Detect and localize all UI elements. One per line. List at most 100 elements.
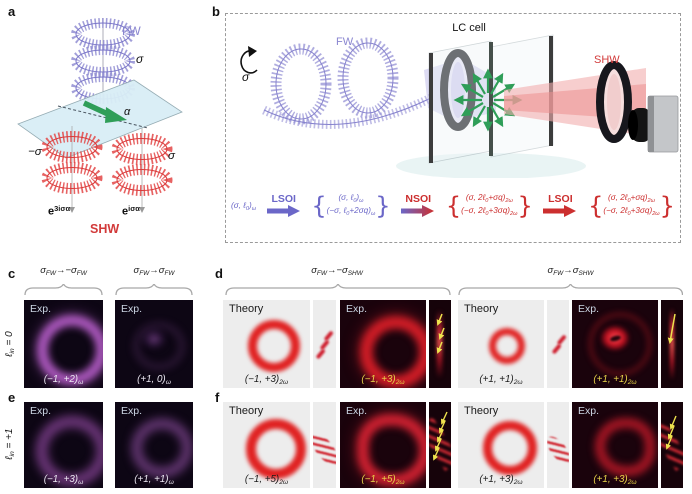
interference-strip <box>547 402 569 488</box>
interference-strip <box>661 300 683 388</box>
overbrace-icon <box>24 284 103 296</box>
eq-g1-line1: (σ, ℓ0)ω <box>338 192 364 204</box>
ell-in-row-label: ℓin = +1 <box>3 428 17 460</box>
theory-image-tile: Theory (−1, +3)2ω <box>223 300 310 388</box>
overbrace-icon <box>458 284 683 296</box>
minus-sigma-label: −σ <box>28 146 42 158</box>
lc-director-arrow-icon <box>82 100 127 123</box>
eq-input-term: (σ, ℓ0)ω <box>231 200 257 212</box>
panel-e-label: e <box>8 390 16 405</box>
theory-image-tile: Theory (+1, +1)2ω <box>458 300 544 388</box>
exp-image-tile: Exp. (+1, +3)2ω <box>572 402 658 488</box>
mode-label: (+1, 0)ω <box>137 373 171 386</box>
eq-group-1: { (σ, ℓ0)ω (−σ, ℓ0+2σq)ω } <box>311 192 391 220</box>
lsoi-arrow-2: LSOI <box>543 194 577 218</box>
exp-image-tile: Exp. (−1, +3)ω <box>24 402 103 488</box>
fringe-arrows-icon <box>432 411 448 461</box>
mode-label: (+1, +1)2ω <box>593 373 637 386</box>
exp-image-tile: Exp. (−1, +2)ω <box>24 300 103 388</box>
fw-label: FW <box>336 36 354 48</box>
fw-helix-icon <box>262 37 433 129</box>
block-arrow-icon <box>401 205 435 217</box>
shw-label: SHW <box>90 222 120 236</box>
phase-label-left: e3iσα <box>48 204 71 218</box>
vortex-ring <box>595 418 655 476</box>
panel-d-header-2: σFW→σSHW <box>547 265 594 278</box>
panel-c-header-1: σFW→−σFW <box>40 265 87 278</box>
exp-tag: Exp. <box>121 303 143 315</box>
theory-image-tile: Theory (−1, +5)2ω <box>223 402 310 488</box>
lsoi-label-2: LSOI <box>548 193 573 205</box>
spin-orbit-schematic-illustration <box>17 18 183 213</box>
shw-spiral-right-icon <box>111 133 173 196</box>
exp-image-tile: Exp. (+1, 0)ω <box>115 300 193 388</box>
lc-cell-label: LC cell <box>452 22 486 34</box>
mode-label: (+1, +3)2ω <box>593 473 637 486</box>
theory-tag: Theory <box>229 303 264 315</box>
interference-strip <box>429 402 451 488</box>
sigma-top-label: σ <box>136 52 144 66</box>
panel-c: c σFW→−σFW σFW→σFW ℓin = 0 Exp. (−1, +2)… <box>0 262 212 394</box>
vortex-ring <box>588 312 652 376</box>
eq-g3-line2: (−σ, 2ℓ0+3σq)2ω <box>603 206 660 217</box>
exp-tag: Exp. <box>578 303 600 315</box>
panel-c-label: c <box>8 266 16 281</box>
panel-b-label: b <box>212 4 220 19</box>
exp-tag: Exp. <box>578 405 600 417</box>
fringe-pattern <box>547 432 569 468</box>
interference-strip <box>661 402 683 488</box>
interference-strip <box>313 402 336 488</box>
mode-label: (−1, +3)2ω <box>244 373 289 386</box>
lsoi-arrow-1: LSOI <box>266 194 301 218</box>
mode-label: (−1, +3)2ω <box>361 373 405 386</box>
exp-image-tile: Exp. (+1, +1)2ω <box>572 300 658 388</box>
lc-director-starburst-icon <box>453 68 523 132</box>
overbrace-icon <box>115 284 193 296</box>
eq-g2-line2: (−σ, 2ℓ0+3σq)2ω <box>461 206 518 217</box>
exp-tag: Exp. <box>346 303 368 315</box>
mode-label: (+1, +1)ω <box>134 473 174 486</box>
vortex-ring <box>132 419 192 477</box>
sigma-right-label: σ <box>168 150 175 162</box>
exp-image-tile: Exp. (−1, +3)2ω <box>340 300 426 388</box>
eq-group-2: { (σ, 2ℓ0+σq)2ω (−σ, 2ℓ0+3σq)2ω } <box>445 192 533 220</box>
fw-label: FW <box>122 24 141 38</box>
panel-f: f Theory (−1, +5)2ω Exp. (−1, +5)2ω <box>212 390 692 494</box>
phase-label-right: eiσα <box>122 204 140 218</box>
panel-d: d σFW→−σSHW σFW→σSHW Theory (−1, +3)2ω E… <box>212 262 692 394</box>
panel-e: e ℓin = +1 Exp. (−1, +3)ω Exp. (+1, +1)ω <box>0 390 212 494</box>
vortex-ring <box>37 315 103 385</box>
nsoi-arrow: NSOI <box>401 194 435 218</box>
eq-g1-line2: (−σ, ℓ0+2σq)ω <box>326 206 376 217</box>
panel-f-label: f <box>215 390 220 405</box>
fringe-arrows-icon <box>436 313 445 354</box>
panel-d-header-1: σFW→−σSHW <box>311 265 363 278</box>
mode-label: (−1, +3)ω <box>43 473 84 486</box>
ell-in-row-label: ℓin = 0 <box>3 331 17 357</box>
panel-c-header-2: σFW→σFW <box>133 265 175 278</box>
camera-icon <box>628 95 679 153</box>
interference-strip <box>313 300 336 388</box>
sigma-label: σ <box>242 70 250 84</box>
block-arrow-icon <box>543 205 577 217</box>
theory-ring <box>483 421 537 475</box>
nsoi-label: NSOI <box>405 193 432 205</box>
exp-tag: Exp. <box>121 405 143 417</box>
fringe-pattern <box>313 428 336 470</box>
interference-strip <box>429 300 451 388</box>
lens-icon <box>596 61 632 143</box>
vortex-ring <box>133 322 185 370</box>
soi-equation: (σ, ℓ0)ω LSOI { (σ, ℓ0)ω (−σ, ℓ0+2σq)ω } <box>231 176 675 236</box>
mode-label: (−1, +5)2ω <box>244 473 289 486</box>
theory-ring <box>246 419 306 479</box>
shw-label: SHW <box>594 54 620 66</box>
panel-a: a <box>0 0 212 260</box>
fringe-arrows-icon <box>667 313 676 344</box>
theory-tag: Theory <box>464 405 499 417</box>
eq-group-3: { (σ, 2ℓ0+σq)2ω (−σ, 2ℓ0+3σq)2ω } <box>588 192 675 220</box>
panel-d-label: d <box>215 266 223 281</box>
exp-tag: Exp. <box>30 303 52 315</box>
fringe-arrows-icon <box>665 415 677 450</box>
exp-image-tile: Exp. (−1, +5)2ω <box>340 402 426 488</box>
